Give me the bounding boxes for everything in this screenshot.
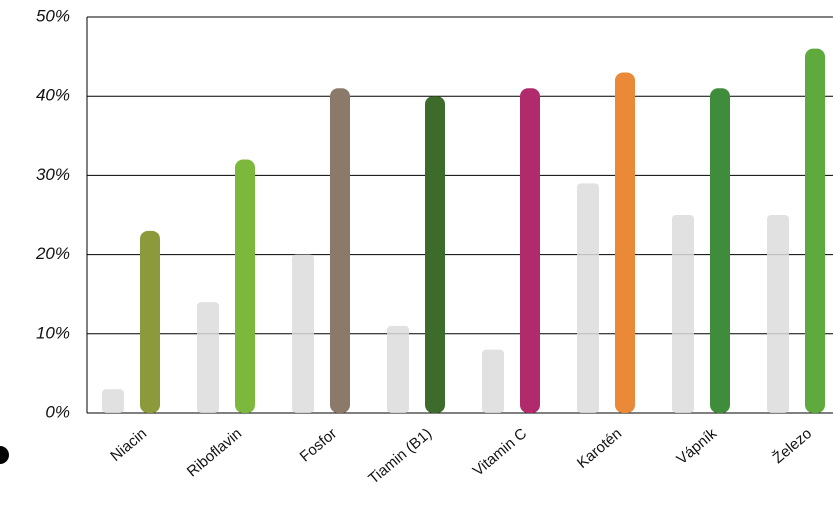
y-tick-label: 20% xyxy=(35,244,70,263)
background-bar xyxy=(672,215,694,413)
bar xyxy=(615,72,635,413)
background-bar xyxy=(482,349,504,413)
bar xyxy=(805,48,825,414)
y-tick-label: 0% xyxy=(45,402,70,421)
y-tick-label: 50% xyxy=(36,6,70,25)
bar xyxy=(520,88,540,413)
bar xyxy=(235,159,255,413)
bar xyxy=(710,88,730,413)
background-bar xyxy=(197,302,219,413)
background-bar xyxy=(387,325,409,413)
y-tick-label: 40% xyxy=(36,86,70,105)
x-tick-label: Riboflavin xyxy=(184,425,245,480)
x-tick-label: Karotén xyxy=(574,425,625,472)
bar xyxy=(330,88,350,413)
decoration xyxy=(0,446,9,464)
x-tick-label: Vápník xyxy=(673,425,720,468)
x-tick-label: Tiamin (B1) xyxy=(365,425,435,487)
x-tick-label: Niacin xyxy=(107,425,150,465)
y-tick-label: 30% xyxy=(36,165,70,184)
x-tick-label: Železo xyxy=(770,425,815,467)
background-bar xyxy=(292,254,314,413)
x-tick-label: Fosfor xyxy=(297,425,340,465)
background-bar xyxy=(577,183,599,413)
background-bar xyxy=(767,215,789,413)
bar xyxy=(425,96,445,413)
x-tick-label: Vitamin C xyxy=(470,425,531,480)
bar xyxy=(140,230,160,413)
y-tick-label: 10% xyxy=(36,323,70,342)
background-bar xyxy=(102,389,124,413)
